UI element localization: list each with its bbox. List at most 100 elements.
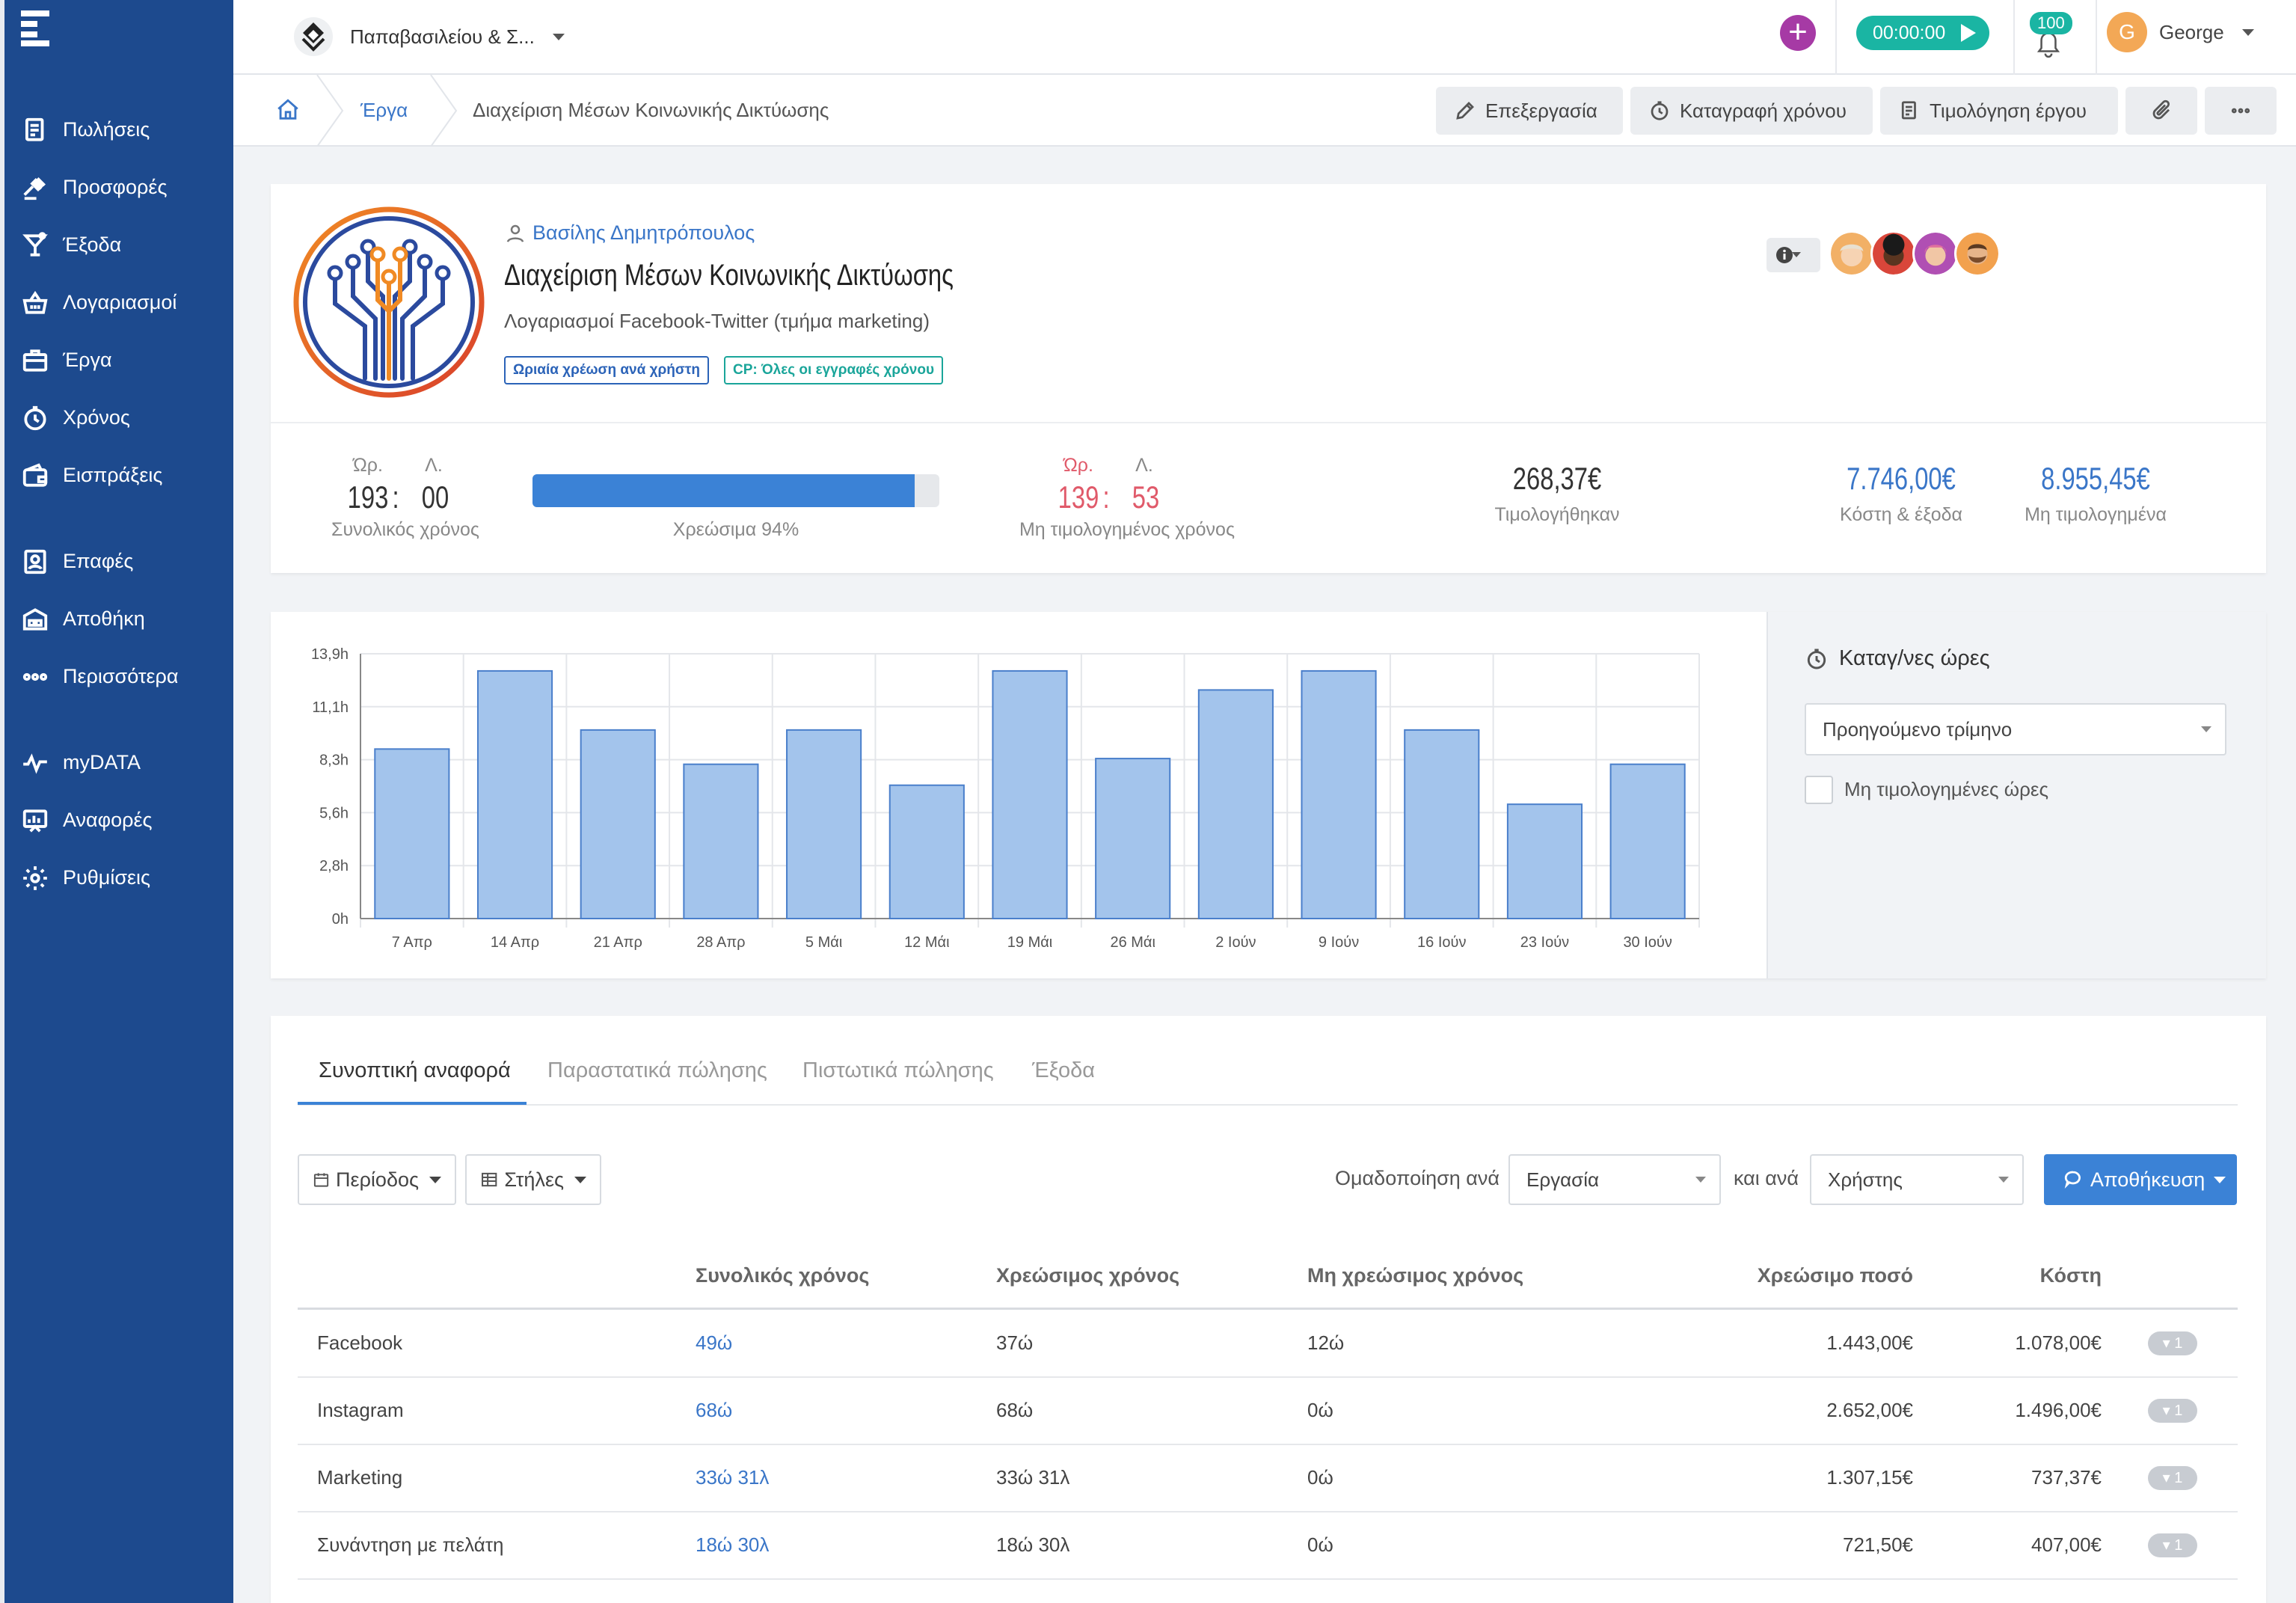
row-billable-amount: 2.652,00€ — [1826, 1399, 1913, 1421]
avatar: G — [2107, 12, 2147, 52]
x-tick-label: 12 Μάι — [904, 934, 949, 951]
more-actions-button[interactable] — [2205, 87, 2277, 135]
avatar — [1954, 230, 2001, 277]
sidebar-item-accounts[interactable]: Λογαριασμοί — [18, 274, 235, 331]
sidebar-item-more[interactable]: Περισσότερα — [18, 648, 235, 705]
chevron-down-icon — [2214, 1176, 2226, 1183]
row-divider — [298, 1376, 2238, 1378]
logged-hours-title: Καταγ/νες ώρες — [1805, 646, 1990, 671]
hours-chart-card: 0h 2,8h 5,6h 8,3h 11,1h 13,9h 7 Απρ 14 Απρ 21 Απ… — [271, 612, 2266, 978]
avatar — [1870, 230, 1917, 277]
pulse-icon — [18, 748, 52, 778]
period-select[interactable]: Προηγούμενο τρίμηνο — [1805, 703, 2226, 755]
sidebar-item-warehouse[interactable]: Αποθήκη — [18, 590, 235, 648]
row-badge-count: 1 — [2174, 1403, 2183, 1419]
breadcrumb-link-projects[interactable]: Έργα — [360, 99, 408, 121]
column-header[interactable]: Κόστη — [2039, 1264, 2102, 1287]
save-icon — [2064, 1171, 2081, 1189]
topbar: Παπαβασιλείου & Σ... + 00:00:00 100 G Ge… — [233, 0, 2296, 75]
invoice-project-button[interactable]: Τιμολόγηση έργου — [1880, 87, 2118, 135]
user-name: George — [2159, 20, 2224, 43]
row-billable-amount: 1.443,00€ — [1826, 1331, 1913, 1354]
edit-button-label: Επεξεργασία — [1485, 99, 1597, 122]
sidebar-item-contacts[interactable]: Επαφές — [18, 533, 235, 590]
row-expand-badge[interactable]: ▾ 1 — [2148, 1533, 2197, 1557]
column-header[interactable]: Χρεώσιμο ποσό — [1757, 1264, 1913, 1287]
group-by-select[interactable]: Εργασία — [1508, 1154, 1721, 1205]
edit-button[interactable]: Επεξεργασία — [1436, 87, 1623, 135]
and-by-select[interactable]: Χρήστης — [1810, 1154, 2024, 1205]
row-expand-badge[interactable]: ▾ 1 — [2148, 1466, 2197, 1490]
row-total-time-link[interactable]: 18ώ 30λ — [696, 1533, 770, 1556]
row-total-time-link[interactable]: 68ώ — [696, 1399, 733, 1421]
sidebar-item-reports[interactable]: Αναφορές — [18, 791, 235, 849]
row-expand-badge[interactable]: ▾ 1 — [2148, 1331, 2197, 1355]
sidebar-item-time[interactable]: Χρόνος — [18, 389, 235, 447]
sidebar-item-mydata[interactable]: myDATA — [18, 734, 235, 791]
project-description: Λογαριασμοί Facebook-Twitter (τμήμα mark… — [504, 310, 930, 332]
breadcrumb-separator — [316, 75, 344, 147]
user-menu[interactable]: G George — [2107, 12, 2254, 52]
sidebar-item-label: Αναφορές — [63, 809, 153, 831]
wallet-icon — [18, 461, 52, 491]
stopwatch-icon — [1807, 649, 1826, 669]
team-avatars[interactable] — [1829, 230, 2008, 277]
tab-expenses[interactable]: Έξοδα — [1032, 1058, 1095, 1082]
sidebar-item-offers[interactable]: Προσφορές — [18, 159, 235, 216]
x-tick-label: 2 Ιούν — [1215, 934, 1256, 951]
x-tick-label: 19 Μάι — [1007, 934, 1052, 951]
columns-icon — [482, 1172, 497, 1187]
sidebar-item-sales[interactable]: Πωλήσεις — [18, 101, 235, 159]
sidebar-item-receipts[interactable]: Εισπράξεις — [18, 447, 235, 504]
row-billable-time: 18ώ 30λ — [996, 1533, 1070, 1556]
notifications-button[interactable]: 100 — [2022, 12, 2082, 64]
uninvoiced-value: 8.955,45€ — [2041, 461, 2150, 496]
period-filter-button[interactable]: Περίοδος — [298, 1154, 456, 1205]
columns-button[interactable]: Στήλες — [465, 1154, 601, 1205]
row-divider — [298, 1511, 2238, 1512]
unbilled-hours-checkbox[interactable] — [1805, 776, 1833, 804]
sidebar-nav: Πωλήσεις Προσφορές Έξοδα Λογαριασμοί Έργ… — [18, 101, 235, 907]
avatar — [1912, 230, 1959, 277]
tab-sales-documents[interactable]: Παραστατικά πώλησης — [547, 1058, 767, 1082]
y-tick-label: 8,3h — [319, 753, 349, 769]
row-total-time-link[interactable]: 49ώ — [696, 1331, 733, 1354]
chart-side-panel — [1766, 612, 2266, 978]
sidebar-item-expenses[interactable]: Έξοδα — [18, 216, 235, 274]
row-name: Συνάντηση με πελάτη — [317, 1533, 504, 1556]
sidebar-item-settings[interactable]: Ρυθμίσεις — [18, 849, 235, 907]
column-header[interactable]: Χρεώσιμος χρόνος — [996, 1264, 1180, 1287]
log-time-button[interactable]: Καταγραφή χρόνου — [1630, 87, 1873, 135]
y-tick-label: 11,1h — [312, 699, 349, 716]
stopwatch-icon — [1651, 101, 1669, 120]
chart-bar — [1609, 763, 1686, 919]
sidebar-item-label: Έξοδα — [63, 233, 122, 256]
row-cost: 1.078,00€ — [2015, 1331, 2102, 1354]
logged-hours-title-text: Καταγ/νες ώρες — [1839, 646, 1990, 670]
row-billable-time: 37ώ — [996, 1331, 1034, 1354]
project-owner-link[interactable]: Βασίλης Δημητρόπουλος — [504, 221, 755, 245]
timer-button[interactable]: 00:00:00 — [1856, 16, 1989, 50]
chart-bar — [374, 748, 450, 919]
row-expand-badge[interactable]: ▾ 1 — [2148, 1399, 2197, 1423]
breadcrumb-separator — [430, 75, 458, 147]
x-tick-label: 14 Απρ — [491, 934, 539, 951]
tag-hourly-billing: Ωριαία χρέωση ανά χρήστη — [504, 356, 709, 384]
row-total-time-link[interactable]: 33ώ 31λ — [696, 1466, 770, 1489]
home-icon[interactable] — [275, 97, 301, 123]
quick-add-button[interactable]: + — [1780, 15, 1816, 51]
sidebar-item-label: Έργα — [63, 349, 112, 371]
info-dropdown-button[interactable] — [1766, 238, 1820, 272]
column-header[interactable]: Μη χρεώσιμος χρόνος — [1307, 1264, 1524, 1287]
save-button[interactable]: Αποθήκευση — [2044, 1154, 2237, 1205]
tab-sales-credits[interactable]: Πιστωτικά πώλησης — [802, 1058, 994, 1082]
company-switcher[interactable]: Παπαβασιλείου & Σ... — [293, 16, 565, 57]
row-billable-time: 33ώ 31λ — [996, 1466, 1070, 1489]
app-logo[interactable] — [21, 10, 49, 46]
attach-button[interactable] — [2125, 87, 2197, 135]
chevron-down-icon — [552, 33, 565, 40]
row-name: Instagram — [317, 1399, 404, 1421]
tab-summary[interactable]: Συνοπτική αναφορά — [319, 1058, 511, 1082]
column-header[interactable]: Συνολικός χρόνος — [696, 1264, 870, 1287]
sidebar-item-projects[interactable]: Έργα — [18, 331, 235, 389]
